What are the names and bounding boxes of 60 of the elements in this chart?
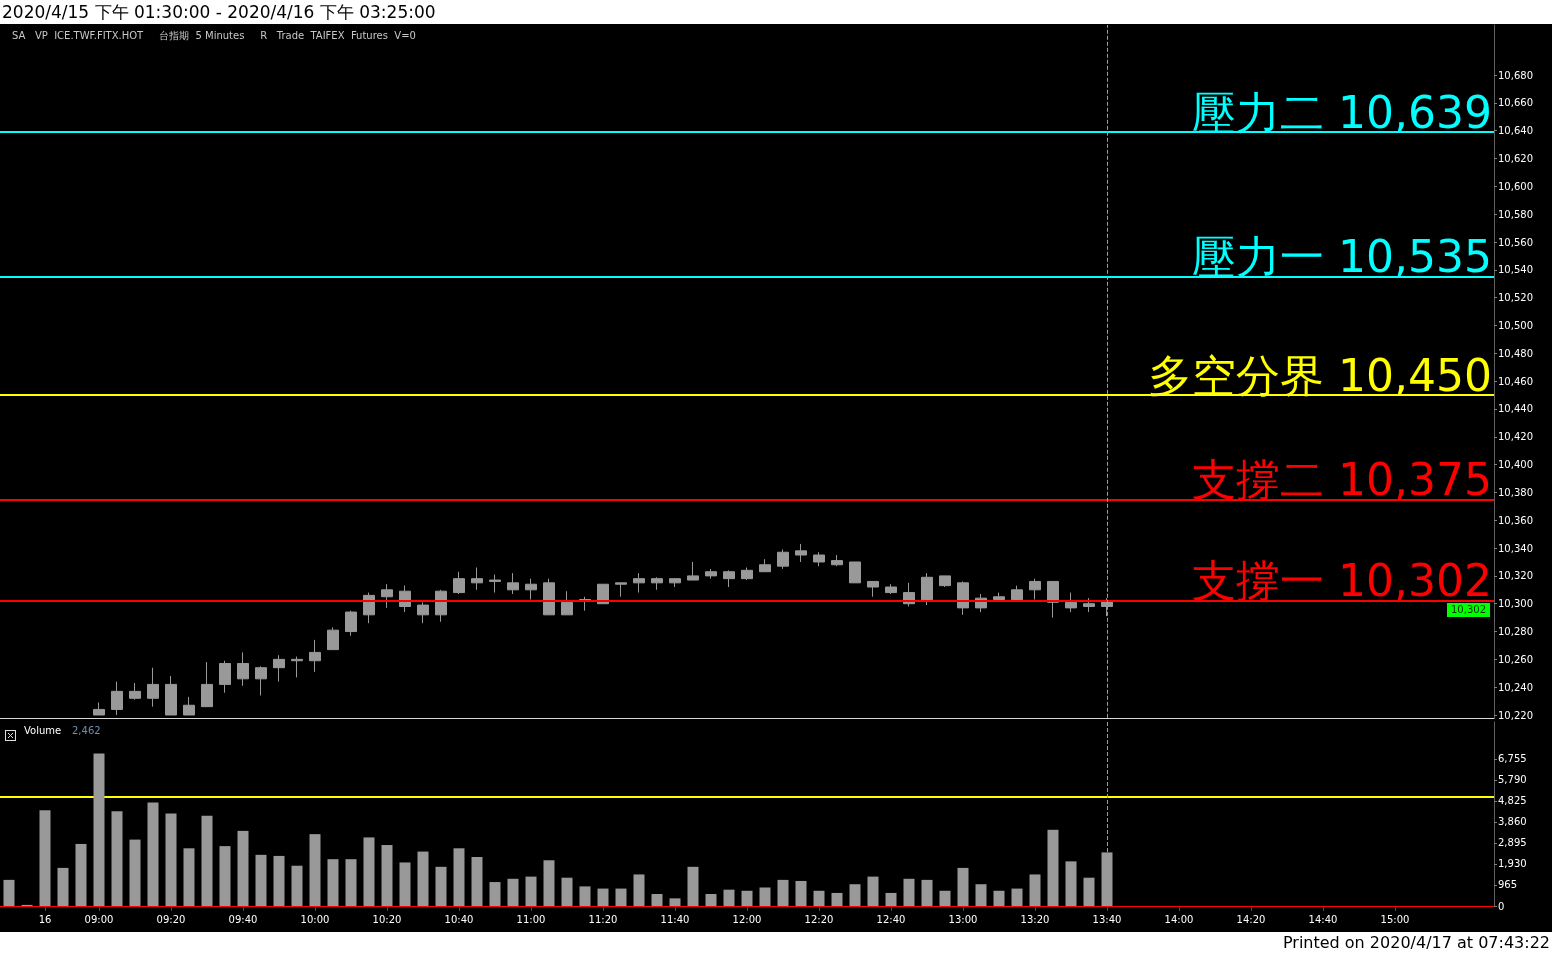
y-tick-label: 10,260	[1498, 653, 1533, 665]
y-tick-label: 2,895	[1498, 837, 1527, 849]
y-tick-label: 1,930	[1498, 858, 1527, 870]
y-tick-label: 10,460	[1498, 375, 1533, 387]
y-tick-label: 10,540	[1498, 264, 1533, 276]
x-tick-label: 15:00	[1380, 913, 1410, 925]
y-tick-label: 5,790	[1498, 774, 1527, 786]
y-tick-label: 10,380	[1498, 486, 1533, 498]
y-tick-label: 10,600	[1498, 180, 1533, 192]
x-tick-label: 11:00	[516, 913, 546, 925]
y-tick-label: 10,620	[1498, 153, 1533, 165]
y-tick-label: 10,400	[1498, 459, 1533, 471]
y-tick-label: 10,320	[1498, 570, 1533, 582]
x-tick-label: 16	[38, 913, 52, 925]
y-tick-label: 10,580	[1498, 208, 1533, 220]
y-tick-label: 3,860	[1498, 816, 1527, 828]
annotation: 2,462	[72, 725, 101, 736]
y-tick-label: 10,360	[1498, 514, 1533, 526]
y-tick-label: 10,240	[1498, 681, 1533, 693]
y-tick-label: 10,300	[1498, 598, 1533, 610]
annotation: 10,302	[1451, 604, 1487, 616]
chart-title: Volume	[24, 725, 62, 736]
x-tick-label: 12:00	[732, 913, 762, 925]
y-tick-label: 10,680	[1498, 69, 1533, 81]
x-tick-label: 14:00	[1164, 913, 1194, 925]
y-tick-label: 4,825	[1498, 795, 1527, 807]
y-tick-label: 10,220	[1498, 709, 1533, 721]
text: Printed on 2020/4/17 at 07:43:22	[1282, 933, 1550, 952]
y-tick-label: 10,660	[1498, 97, 1533, 109]
x-tick-label: 11:40	[660, 913, 690, 925]
text: SA VP ICE.TWF.FITX.HOT 台指期 5 Minutes R Trade TAIFEX Futures V=0	[12, 29, 416, 43]
y-tick-label: 10,520	[1498, 292, 1533, 304]
x-tick-label: 10:00	[300, 913, 330, 925]
y-tick-label: 10,640	[1498, 125, 1533, 137]
chart-title: 2020/4/15 下午 01:30:00 - 2020/4/16 下午 03:25:00	[2, 1, 436, 24]
y-tick-label: 965	[1498, 879, 1518, 891]
y-tick-label: 10,560	[1498, 236, 1533, 248]
y-tick-label: 0	[1498, 900, 1505, 912]
y-tick-label: 10,480	[1498, 347, 1533, 359]
x-tick-label: 10:20	[372, 913, 402, 925]
x-tick-label: 13:20	[1020, 913, 1050, 925]
x-tick-label: 10:40	[444, 913, 474, 925]
ref-line-label: 支撐二 10,375	[1192, 453, 1492, 505]
y-tick-label: 10,420	[1498, 431, 1533, 443]
x-tick-label: 09:20	[156, 913, 186, 925]
ref-line-label: 壓力一 10,535	[1192, 231, 1492, 283]
x-tick-label: 13:40	[1092, 913, 1122, 925]
x-tick-label: 14:20	[1236, 913, 1266, 925]
y-tick-label: 10,280	[1498, 626, 1533, 638]
x-tick-label: 12:20	[804, 913, 834, 925]
y-tick-label: 10,500	[1498, 319, 1533, 331]
x-tick-label: 09:00	[84, 913, 114, 925]
x-tick-label: 09:40	[228, 913, 258, 925]
x-tick-label: 12:40	[876, 913, 906, 925]
x-tick-label: 13:00	[948, 913, 978, 925]
y-tick-label: 10,340	[1498, 542, 1533, 554]
y-tick-label: 10,440	[1498, 403, 1533, 415]
x-tick-label: 11:20	[588, 913, 618, 925]
y-tick-label: 6,755	[1498, 753, 1527, 765]
x-tick-label: 14:40	[1308, 913, 1338, 925]
